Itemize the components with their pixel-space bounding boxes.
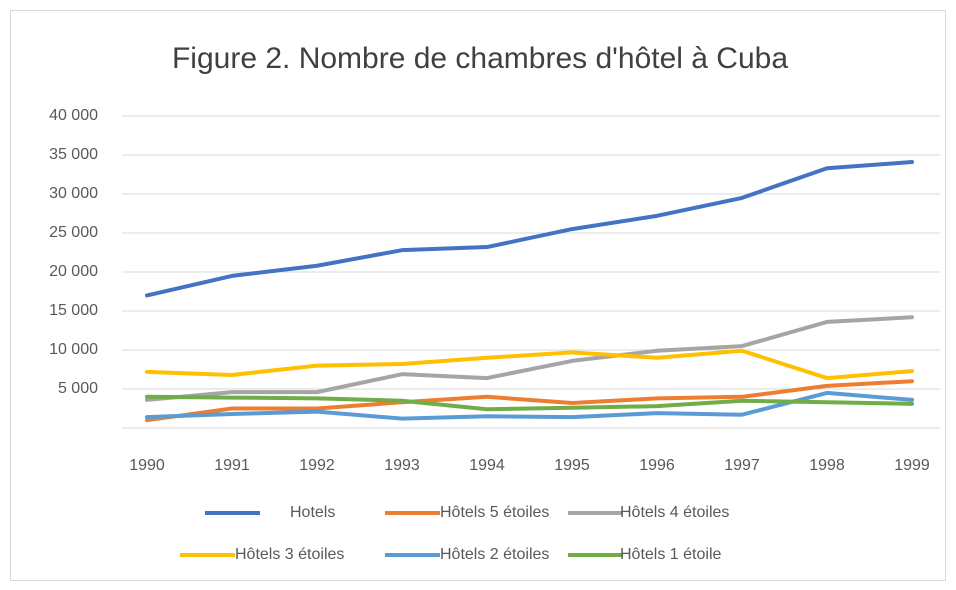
chart-title: Figure 2. Nombre de chambres d'hôtel à C… [172,42,788,75]
x-tick-label: 1991 [214,457,250,474]
y-tick-label: 10 000 [49,341,98,358]
legend-label: Hotels [290,504,335,521]
y-tick-label: 15 000 [49,302,98,319]
y-tick-label: 5 000 [58,380,98,397]
x-tick-label: 1994 [469,457,505,474]
x-tick-label: 1990 [129,457,165,474]
x-tick-label: 1996 [639,457,675,474]
chart-frame [10,10,946,581]
legend-label: Hôtels 2 étoiles [440,546,549,563]
x-tick-label: 1997 [724,457,760,474]
series-line [145,394,914,412]
legend-label: Hôtels 5 étoiles [440,504,549,521]
series-line [145,348,914,381]
y-tick-label: 30 000 [49,185,98,202]
x-tick-label: 1998 [809,457,845,474]
series-line [145,390,914,421]
legend-label: Hôtels 1 étoile [620,546,721,563]
y-tick-label: 20 000 [49,263,98,280]
y-tick-label: 40 000 [49,107,98,124]
series-line [145,315,914,402]
series-line [145,379,914,423]
x-tick-label: 1995 [554,457,590,474]
y-tick-label: 25 000 [49,224,98,241]
x-tick-label: 1993 [384,457,420,474]
legend-label: Hôtels 3 étoiles [235,546,344,563]
series-line [145,160,914,298]
y-tick-label: 35 000 [49,146,98,163]
x-tick-label: 1999 [894,457,930,474]
legend-label: Hôtels 4 étoiles [620,504,729,521]
x-tick-label: 1992 [299,457,335,474]
